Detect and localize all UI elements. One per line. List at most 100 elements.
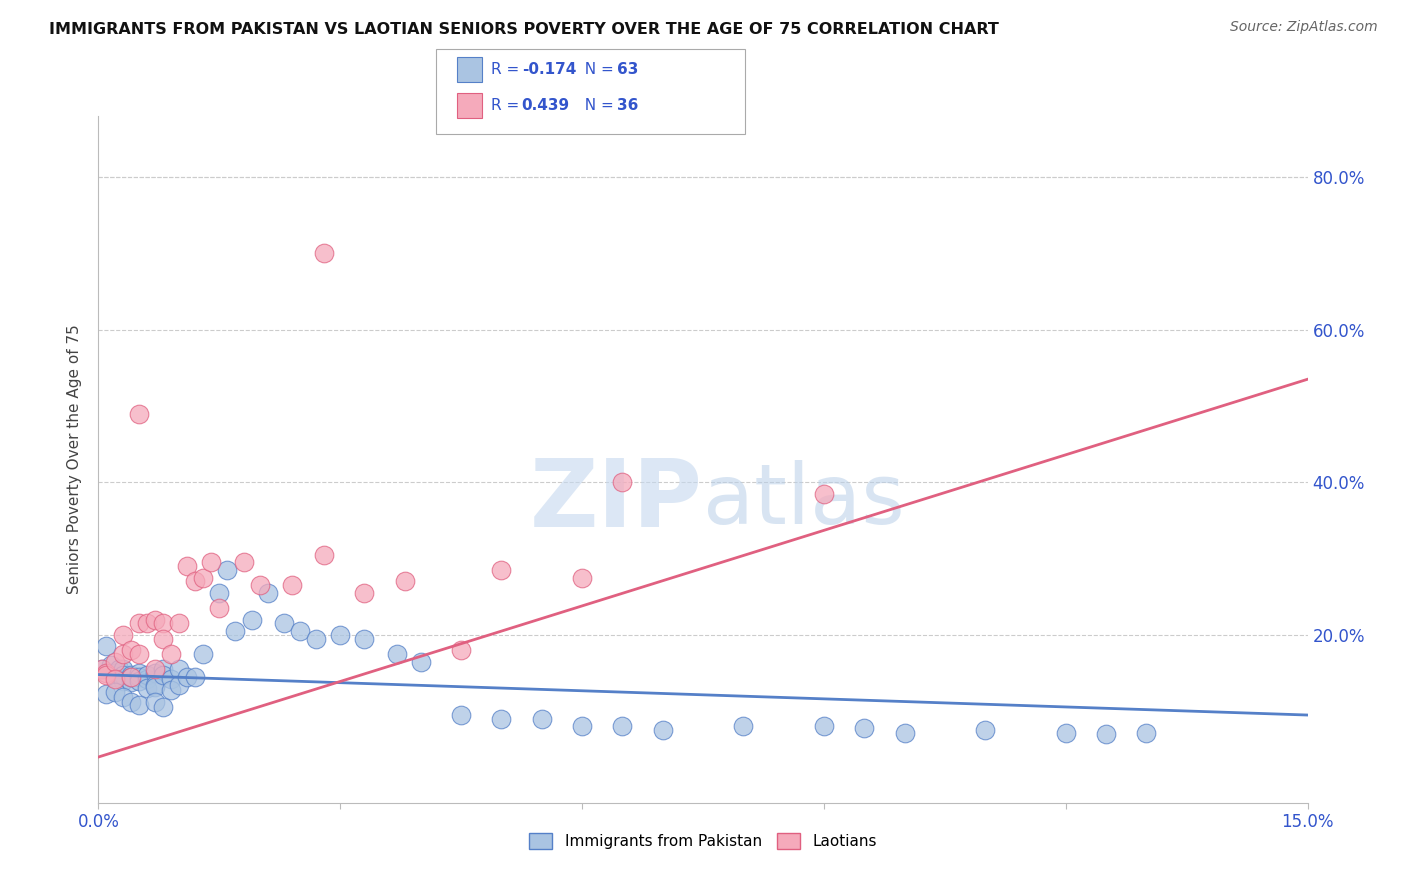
- Point: [1095, 727, 1118, 741]
- Point: [160, 672, 183, 686]
- Point: [651, 723, 673, 738]
- Point: [571, 719, 593, 733]
- Point: [256, 586, 278, 600]
- Y-axis label: Seniors Poverty Over the Age of 75: Seniors Poverty Over the Age of 75: [67, 325, 83, 594]
- Point: [135, 667, 157, 681]
- Point: [193, 571, 215, 585]
- Point: [167, 662, 190, 676]
- Point: [128, 673, 150, 688]
- Point: [733, 719, 755, 733]
- Point: [184, 574, 207, 589]
- Point: [96, 667, 118, 681]
- Point: [240, 613, 263, 627]
- Point: [353, 632, 375, 646]
- Point: [128, 407, 150, 421]
- Point: [217, 563, 239, 577]
- Point: [200, 555, 222, 570]
- Point: [314, 246, 336, 260]
- Point: [143, 695, 166, 709]
- Point: [107, 662, 129, 676]
- Point: [152, 662, 174, 676]
- Point: [143, 677, 166, 691]
- Point: [273, 616, 295, 631]
- Point: [120, 643, 142, 657]
- Point: [160, 682, 183, 697]
- Point: [1135, 725, 1157, 739]
- Point: [409, 655, 432, 669]
- Point: [974, 723, 997, 738]
- Text: -0.174: -0.174: [522, 62, 576, 78]
- Point: [96, 640, 118, 654]
- Point: [152, 667, 174, 681]
- Point: [111, 628, 134, 642]
- Point: [385, 647, 408, 661]
- Point: [208, 601, 231, 615]
- Text: R =: R =: [491, 62, 524, 78]
- Point: [394, 574, 416, 589]
- Point: [120, 667, 142, 681]
- Text: 0.439: 0.439: [522, 98, 569, 113]
- Point: [305, 632, 328, 646]
- Point: [111, 647, 134, 661]
- Point: [120, 670, 142, 684]
- Point: [176, 670, 198, 684]
- Point: [143, 613, 166, 627]
- Point: [491, 712, 513, 726]
- Point: [143, 666, 166, 681]
- Point: [893, 725, 915, 739]
- Point: [120, 670, 142, 684]
- Point: [135, 681, 157, 696]
- Point: [813, 487, 835, 501]
- Point: [167, 677, 190, 691]
- Point: [143, 680, 166, 694]
- Text: 36: 36: [617, 98, 638, 113]
- Point: [91, 662, 114, 676]
- Point: [571, 571, 593, 585]
- Point: [128, 670, 150, 684]
- Point: [152, 700, 174, 714]
- Text: atlas: atlas: [703, 460, 904, 541]
- Point: [96, 666, 118, 681]
- Point: [103, 666, 125, 681]
- Text: IMMIGRANTS FROM PAKISTAN VS LAOTIAN SENIORS POVERTY OVER THE AGE OF 75 CORRELATI: IMMIGRANTS FROM PAKISTAN VS LAOTIAN SENI…: [49, 22, 1000, 37]
- Point: [530, 712, 553, 726]
- Point: [111, 662, 134, 676]
- Point: [128, 647, 150, 661]
- Point: [193, 647, 215, 661]
- Point: [176, 559, 198, 574]
- Point: [329, 628, 352, 642]
- Text: Source: ZipAtlas.com: Source: ZipAtlas.com: [1230, 20, 1378, 34]
- Point: [96, 688, 118, 702]
- Point: [450, 643, 472, 657]
- Point: [120, 695, 142, 709]
- Point: [103, 685, 125, 699]
- Point: [128, 666, 150, 681]
- Text: 63: 63: [617, 62, 638, 78]
- Point: [111, 667, 134, 681]
- Point: [135, 616, 157, 631]
- Point: [491, 563, 513, 577]
- Point: [103, 670, 125, 684]
- Point: [1054, 725, 1077, 739]
- Legend: Immigrants from Pakistan, Laotians: Immigrants from Pakistan, Laotians: [522, 826, 884, 857]
- Point: [91, 662, 114, 676]
- Point: [813, 719, 835, 733]
- Text: N =: N =: [575, 62, 619, 78]
- Point: [249, 578, 271, 592]
- Point: [100, 658, 122, 673]
- Point: [232, 555, 254, 570]
- Point: [128, 616, 150, 631]
- Point: [314, 548, 336, 562]
- Point: [111, 673, 134, 688]
- Point: [135, 672, 157, 686]
- Point: [224, 624, 246, 639]
- Point: [450, 708, 472, 723]
- Point: [128, 698, 150, 712]
- Text: N =: N =: [575, 98, 619, 113]
- Point: [111, 690, 134, 705]
- Point: [184, 670, 207, 684]
- Point: [281, 578, 304, 592]
- Point: [160, 647, 183, 661]
- Point: [208, 586, 231, 600]
- Point: [103, 672, 125, 686]
